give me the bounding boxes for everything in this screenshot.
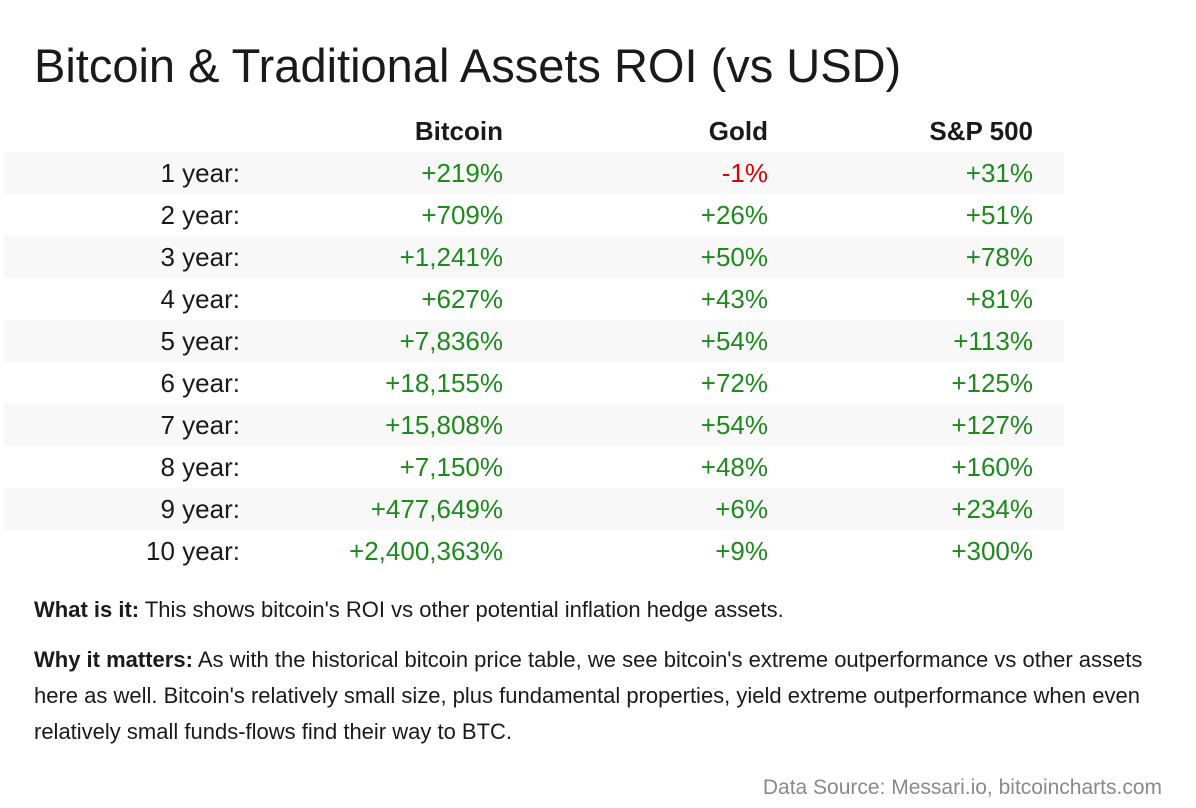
table-row: 4 year: +627% +43% +81% [4,278,1064,320]
bitcoin-roi-cell: +15,808% [240,404,503,446]
gold-roi-cell: +54% [503,404,768,446]
what-is-it-note: What is it: This shows bitcoin's ROI vs … [34,592,1174,628]
gold-roi-cell: +54% [503,320,768,362]
header-period [4,110,240,152]
header-sp500: S&P 500 [929,116,1033,146]
period-label: 3 year: [4,236,240,278]
gold-roi-cell: +43% [503,278,768,320]
sp500-roi-cell: +113% [768,320,1033,362]
period-label: 8 year: [4,446,240,488]
row-spacer [1033,488,1064,530]
bitcoin-roi-cell: +1,241% [240,236,503,278]
sp500-roi-cell: +31% [768,152,1033,194]
sp500-roi-cell: +300% [768,530,1033,572]
bitcoin-roi-cell: +7,836% [240,320,503,362]
row-spacer [1033,320,1064,362]
gold-roi-cell: -1% [503,152,768,194]
period-label: 9 year: [4,488,240,530]
bitcoin-roi-cell: +2,400,363% [240,530,503,572]
what-is-it-text: This shows bitcoin's ROI vs other potent… [139,597,784,622]
period-label: 2 year: [4,194,240,236]
bitcoin-roi-cell: +219% [240,152,503,194]
bitcoin-roi-cell: +7,150% [240,446,503,488]
page-title: Bitcoin & Traditional Assets ROI (vs USD… [34,39,902,92]
row-spacer [1033,194,1064,236]
row-spacer [1033,404,1064,446]
sp500-roi-cell: +51% [768,194,1033,236]
table-row: 9 year: +477,649% +6% +234% [4,488,1064,530]
table-row: 1 year: +219% -1% +31% [4,152,1064,194]
period-label: 6 year: [4,362,240,404]
sp500-roi-cell: +160% [768,446,1033,488]
row-spacer [1033,530,1064,572]
why-it-matters-note: Why it matters: As with the historical b… [34,642,1174,750]
bitcoin-roi-cell: +18,155% [240,362,503,404]
bitcoin-roi-cell: +627% [240,278,503,320]
row-spacer [1033,236,1064,278]
header-gold: Gold [708,116,768,146]
table-row: 7 year: +15,808% +54% +127% [4,404,1064,446]
gold-roi-cell: +9% [503,530,768,572]
gold-roi-cell: +72% [503,362,768,404]
table-row: 5 year: +7,836% +54% +113% [4,320,1064,362]
table-row: 3 year: +1,241% +50% +78% [4,236,1064,278]
gold-roi-cell: +48% [503,446,768,488]
table-row: 10 year: +2,400,363% +9% +300% [4,530,1064,572]
sp500-roi-cell: +234% [768,488,1033,530]
header-bitcoin: Bitcoin [414,116,503,146]
bitcoin-roi-cell: +477,649% [240,488,503,530]
sp500-roi-cell: +81% [768,278,1033,320]
table-row: 6 year: +18,155% +72% +125% [4,362,1064,404]
row-spacer [1033,278,1064,320]
period-label: 7 year: [4,404,240,446]
row-spacer [1033,362,1064,404]
roi-table: Bitcoin Gold S&P 500 1 year: +219% -1% +31%… [4,110,1064,572]
row-spacer [1033,152,1064,194]
header-spacer [1033,110,1064,152]
header-row: Bitcoin Gold S&P 500 [4,110,1064,152]
table-row: 2 year: +709% +26% +51% [4,194,1064,236]
bitcoin-roi-cell: +709% [240,194,503,236]
why-it-matters-label: Why it matters: [34,647,193,672]
sp500-roi-cell: +127% [768,404,1033,446]
table-body: 1 year: +219% -1% +31% 2 year: +709% +26% +51% 3… [4,152,1064,572]
period-label: 1 year: [4,152,240,194]
sp500-roi-cell: +78% [768,236,1033,278]
period-label: 4 year: [4,278,240,320]
period-label: 10 year: [4,530,240,572]
what-is-it-label: What is it: [34,597,140,622]
gold-roi-cell: +50% [503,236,768,278]
period-label: 5 year: [4,320,240,362]
row-spacer [1033,446,1064,488]
sp500-roi-cell: +125% [768,362,1033,404]
gold-roi-cell: +6% [503,488,768,530]
table-row: 8 year: +7,150% +48% +160% [4,446,1064,488]
why-it-matters-text: As with the historical bitcoin price tab… [34,647,1143,744]
gold-roi-cell: +26% [503,194,768,236]
data-source: Data Source: Messari.io, bitcoincharts.c… [762,776,1162,799]
table-header: Bitcoin Gold S&P 500 [4,110,1064,152]
